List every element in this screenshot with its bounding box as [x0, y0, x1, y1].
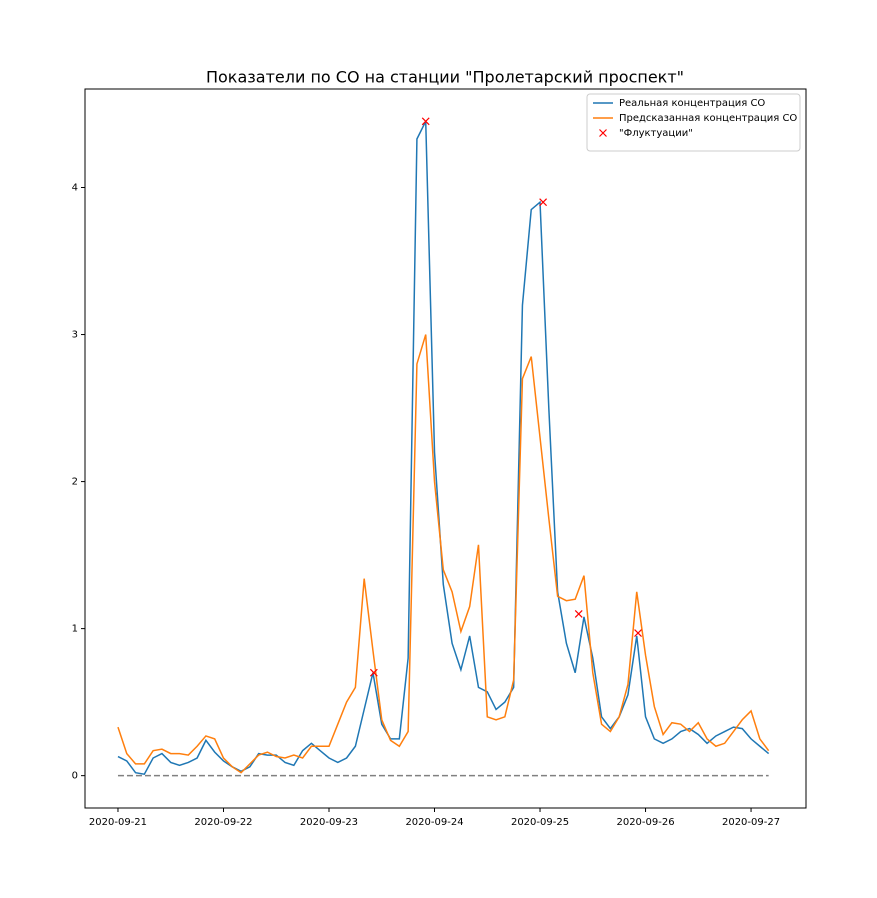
fluctuation-marker [421, 117, 430, 126]
series-line [117, 334, 770, 774]
legend-label: Предсказанная концентрация CO [619, 113, 797, 124]
fluctuation-marker [574, 609, 583, 618]
x-tick-label: 2020-09-22 [194, 817, 252, 828]
chart-title: Показатели по CO на станции "Пролетарски… [206, 68, 684, 87]
y-tick-label: 0 [72, 771, 78, 782]
plot-frame [84, 88, 807, 809]
x-tick-label: 2020-09-25 [511, 817, 569, 828]
x-tick-label: 2020-09-26 [616, 817, 674, 828]
x-tick-label: 2020-09-27 [722, 817, 780, 828]
legend-label: Реальная концентрация CO [619, 98, 765, 109]
legend: Реальная концентрация CO Предсказанная ко… [586, 93, 801, 152]
y-tick-label: 3 [72, 330, 78, 341]
legend-marker [599, 129, 607, 137]
x-tick-label: 2020-09-21 [89, 817, 147, 828]
fluctuation-marker [369, 668, 378, 677]
fluctuation-marker [634, 629, 642, 637]
series-line [117, 121, 770, 776]
fluctuation-marker [539, 198, 548, 207]
y-tick-label: 2 [72, 477, 78, 488]
x-tick-label: 2020-09-24 [405, 817, 463, 828]
legend-label: "Флуктуации" [619, 128, 693, 139]
x-tick-label: 2020-09-23 [300, 817, 358, 828]
legend-box [586, 93, 801, 152]
y-tick-label: 4 [72, 183, 78, 194]
y-tick-label: 1 [72, 624, 78, 635]
